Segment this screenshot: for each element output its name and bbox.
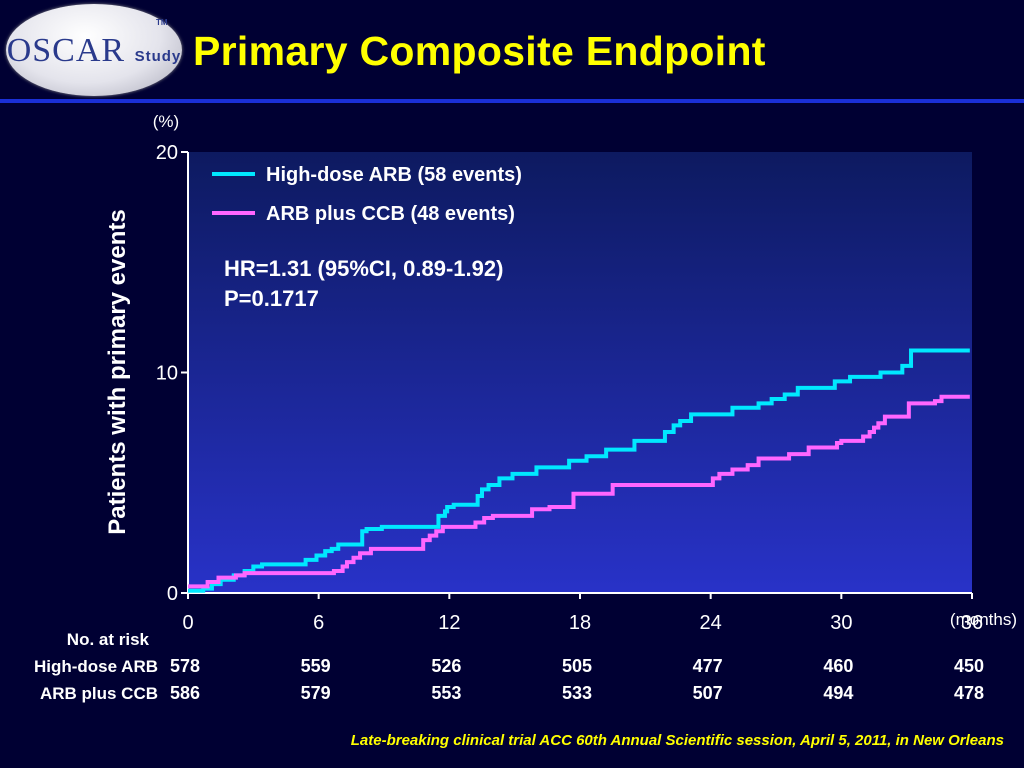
x-unit-label: (months)	[950, 610, 1017, 629]
risk-cell: 494	[823, 683, 853, 703]
series-line-2	[188, 394, 970, 589]
risk-cell: 533	[562, 683, 592, 703]
y-axis-title: Patients with primary events	[104, 209, 131, 534]
risk-cell: 450	[954, 656, 984, 676]
risk-row-label: High-dose ARB	[34, 657, 158, 676]
legend-label-1: High-dose ARB (58 events)	[266, 164, 522, 186]
risk-cell: 478	[954, 683, 984, 703]
logo-trademark: TM	[156, 18, 168, 27]
x-tick-label: 0	[182, 612, 193, 634]
hr-annotation-2: P=0.1717	[224, 286, 319, 311]
risk-table: No. at risk High-dose ARB 578 559 526 505 477 4…	[34, 630, 984, 703]
axes: 0 10 20 0 6 12 18 24 30 36 (%) (months) Patients wit…	[104, 112, 1017, 634]
risk-cell: 526	[431, 656, 461, 676]
x-tick-label: 36	[961, 612, 983, 634]
risk-row-label: ARB plus CCB	[40, 684, 158, 703]
risk-cell: 559	[301, 656, 331, 676]
x-tick-label: 18	[569, 612, 591, 634]
logo-text: OSCAR Study	[6, 32, 182, 69]
header-divider	[0, 99, 1024, 103]
legend: High-dose ARB (58 events) ARB plus CCB (4…	[212, 164, 522, 225]
risk-cell: 460	[823, 656, 853, 676]
footer-citation: Late-breaking clinical trial ACC 60th An…	[350, 732, 1004, 749]
series-layer	[188, 348, 970, 593]
y-tick-label: 10	[156, 363, 178, 385]
risk-cell: 579	[301, 683, 331, 703]
slide-header: OSCAR Study TM Primary Composite Endpoin…	[0, 0, 1024, 103]
risk-cell: 507	[693, 683, 723, 703]
slide-title: Primary Composite Endpoint	[193, 28, 766, 74]
y-tick-label: 20	[156, 142, 178, 164]
risk-cell: 505	[562, 656, 592, 676]
annotations: HR=1.31 (95%CI, 0.89-1.92) P=0.1717	[224, 256, 503, 311]
y-tick-label: 0	[167, 583, 178, 605]
x-tick-label: 30	[830, 612, 852, 634]
risk-cell: 477	[693, 656, 723, 676]
x-tick-label: 24	[700, 612, 722, 634]
legend-label-2: ARB plus CCB (48 events)	[266, 203, 515, 225]
x-tick-label: 6	[313, 612, 324, 634]
risk-cell: 578	[170, 656, 200, 676]
risk-table-title: No. at risk	[67, 630, 150, 649]
y-unit-label: (%)	[153, 112, 179, 131]
series-line-1	[188, 348, 970, 593]
x-tick-label: 12	[438, 612, 460, 634]
hr-annotation-1: HR=1.31 (95%CI, 0.89-1.92)	[224, 256, 503, 281]
plot-area	[188, 152, 972, 593]
risk-cell: 553	[431, 683, 461, 703]
risk-cell: 586	[170, 683, 200, 703]
oscar-study-logo: OSCAR Study TM	[6, 4, 182, 96]
